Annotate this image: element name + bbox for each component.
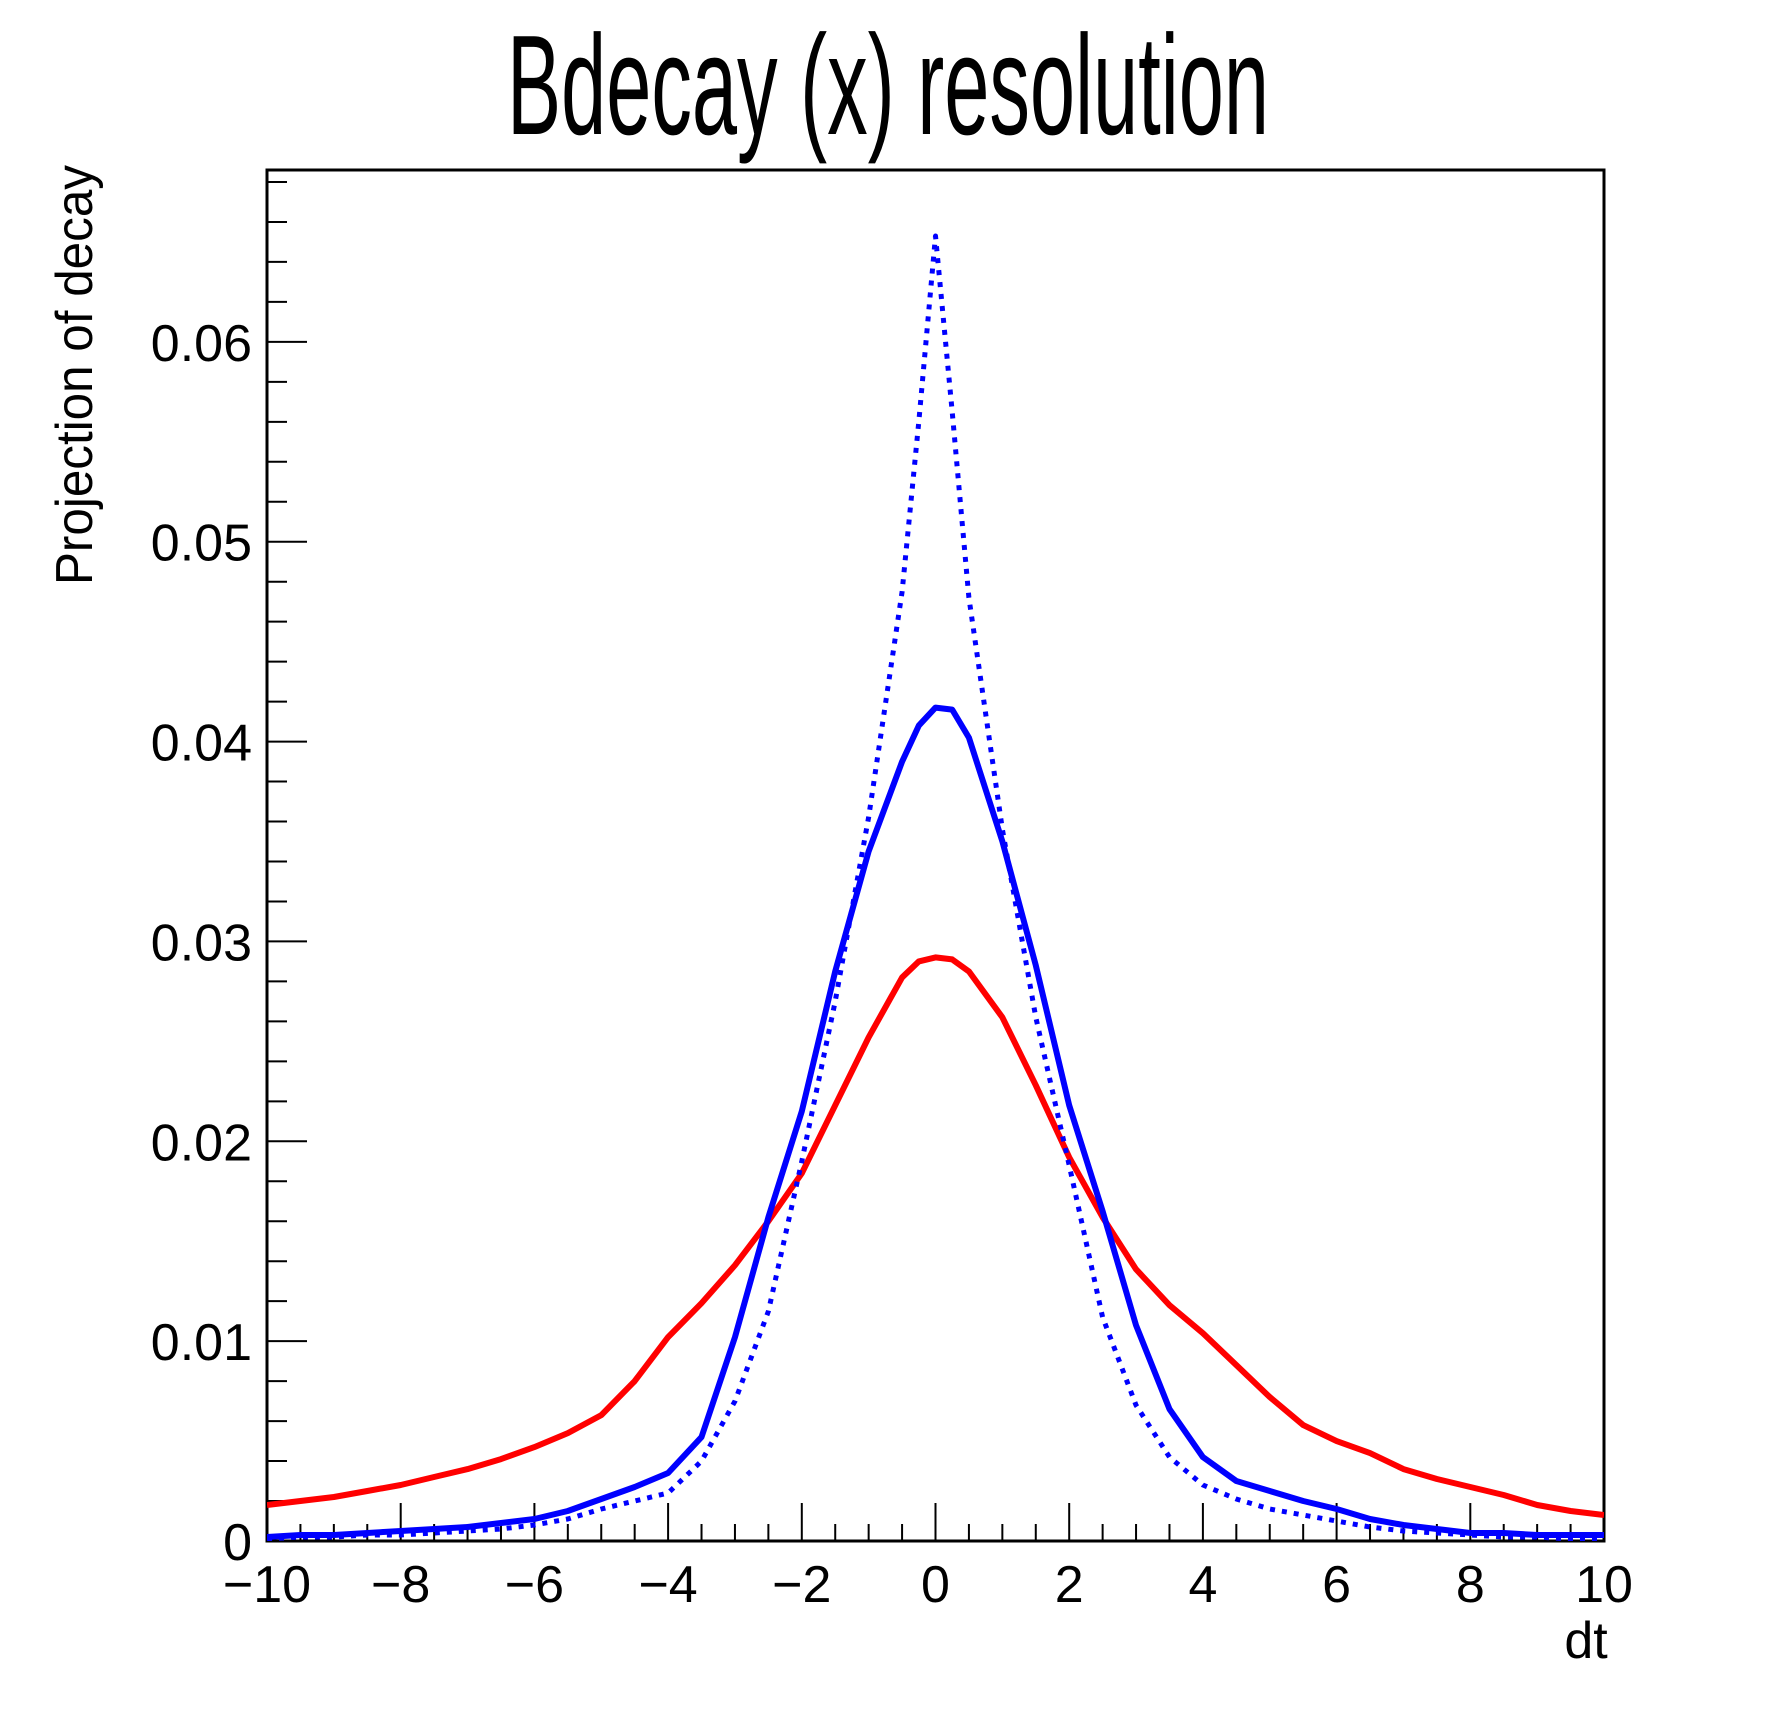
x-tick-label: 6 [1322, 1556, 1351, 1614]
curve-narrow-resolution-blue-solid [267, 704, 1604, 1540]
y-tick-label: 0.02 [151, 1114, 252, 1172]
y-tick-label: 0.06 [151, 315, 252, 373]
x-tick-label: −8 [371, 1556, 430, 1614]
x-axis-title: dt [1564, 1612, 1608, 1670]
x-tick-label: −2 [772, 1556, 831, 1614]
plot-frame [265, 168, 1606, 1543]
x-tick-label: −4 [638, 1556, 697, 1614]
x-tick-label: 10 [1575, 1556, 1633, 1614]
curve-wide-resolution-red-solid [267, 954, 1604, 1518]
y-axis-title: Projection of decay [46, 165, 104, 585]
y-tick-label: 0.05 [151, 515, 252, 573]
y-tick-label: 0.03 [151, 914, 252, 972]
y-tick-label: 0.01 [151, 1314, 252, 1372]
x-tick-label: 2 [1055, 1556, 1084, 1614]
x-tick-label: −6 [505, 1556, 564, 1614]
y-tick-label: 0.04 [151, 715, 252, 773]
data-curves [267, 233, 1604, 1541]
x-tick-label: 4 [1188, 1556, 1217, 1614]
axis-ticks [266, 180, 1605, 1542]
y-tick-label: 0 [223, 1514, 252, 1572]
chart-title: Bdecay (x) resolution [507, 6, 1269, 165]
curve-ideal-resolution-blue-dotted [267, 233, 1604, 1541]
x-tick-label: −10 [223, 1556, 311, 1614]
x-tick-label: 8 [1456, 1556, 1485, 1614]
axis-tick-labels: −10 −8 −6 −4 −2 0 2 4 6 8 10 0 0.01 0.02 0.03 0.04 0.05 0… [151, 315, 1633, 1614]
x-tick-label: 0 [921, 1556, 950, 1614]
